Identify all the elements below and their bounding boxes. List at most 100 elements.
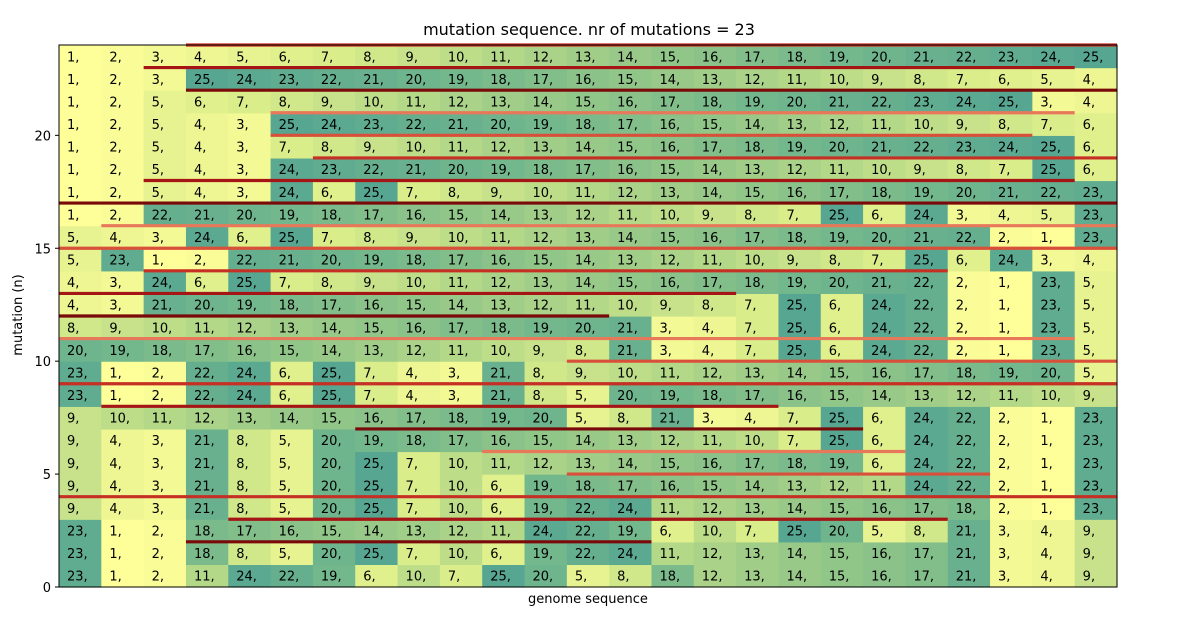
cell-value: 11, — [575, 299, 596, 314]
heatmap-cell — [482, 338, 526, 362]
heatmap-cell — [397, 203, 441, 227]
heatmap-cell — [651, 180, 695, 204]
cell-value: 20, — [194, 299, 215, 314]
cell-value: 13, — [279, 321, 300, 336]
cell-value: 11, — [871, 118, 892, 133]
cell-value: 24, — [617, 547, 638, 562]
heatmap-cell — [609, 474, 653, 498]
cell-value: 23, — [1083, 457, 1104, 472]
heatmap-cell — [397, 406, 441, 430]
cell-value: 4, — [194, 141, 206, 156]
cell-value: 6, — [871, 457, 883, 472]
cell-value: 12, — [829, 479, 850, 494]
cell-value: 13, — [744, 502, 765, 517]
heatmap-cell — [947, 203, 991, 227]
heatmap-cell — [947, 361, 991, 385]
cell-value: 15, — [659, 457, 680, 472]
cell-value: 7, — [406, 547, 418, 562]
cell-value: 21, — [956, 570, 977, 585]
heatmap-cell — [736, 67, 780, 91]
cell-value: 21, — [871, 276, 892, 291]
cell-value: 5, — [152, 118, 164, 133]
cell-value: 12, — [490, 141, 511, 156]
cell-value: 25, — [829, 434, 850, 449]
heatmap-cell — [228, 67, 272, 91]
heatmap-cell — [439, 90, 483, 114]
cell-value: 5, — [871, 525, 883, 540]
heatmap-cell — [143, 541, 187, 566]
cell-value: 11, — [448, 344, 469, 359]
cell-value: 25, — [1040, 163, 1061, 178]
cell-value: 9, — [913, 163, 925, 178]
heatmap-cell — [270, 157, 314, 182]
cell-value: 7, — [744, 344, 756, 359]
cell-value: 10, — [448, 231, 469, 246]
heatmap-cell — [863, 225, 906, 249]
cell-value: 13, — [744, 570, 765, 585]
cell-value: 20, — [1040, 366, 1061, 381]
cell-value: 23, — [67, 547, 88, 562]
heatmap-cell — [736, 474, 780, 498]
cell-value: 22, — [279, 570, 300, 585]
heatmap-cell — [59, 383, 102, 407]
heatmap-cell — [1032, 564, 1076, 588]
heatmap-cell — [1074, 361, 1118, 385]
heatmap-cell — [778, 474, 822, 498]
heatmap-cell — [185, 383, 229, 407]
cell-value: 20, — [871, 50, 892, 65]
cell-value: 24, — [913, 434, 934, 449]
cell-value: 1, — [152, 254, 164, 269]
heatmap-cell — [355, 90, 399, 114]
cell-value: 19, — [448, 73, 469, 88]
cell-value: 22, — [871, 95, 892, 110]
heatmap-cell — [228, 541, 272, 566]
heatmap-cell — [270, 225, 314, 249]
cell-value: 18, — [406, 254, 427, 269]
heatmap-cell — [905, 361, 949, 385]
cell-value: 24, — [617, 502, 638, 517]
heatmap-cell — [736, 180, 780, 204]
cell-value: 19, — [533, 502, 554, 517]
heatmap-cell — [609, 293, 653, 317]
heatmap-cell — [566, 45, 610, 69]
cell-value: 5, — [279, 547, 291, 562]
heatmap-cell — [693, 316, 737, 340]
cell-value: 22, — [913, 321, 934, 336]
cell-value: 9, — [1083, 389, 1095, 404]
cell-value: 22, — [956, 50, 977, 65]
heatmap-cell — [693, 496, 737, 520]
heatmap-cell — [228, 474, 272, 498]
cell-value: 13, — [744, 366, 765, 381]
cell-value: 21, — [956, 525, 977, 540]
heatmap-cell — [609, 90, 653, 114]
heatmap-cell — [524, 474, 568, 498]
cell-value: 12, — [659, 434, 680, 449]
cell-value: 1, — [1040, 479, 1052, 494]
cell-value: 24, — [871, 321, 892, 336]
cell-value: 8, — [617, 412, 629, 427]
cell-value: 23, — [1083, 434, 1104, 449]
heatmap-cell — [651, 564, 695, 588]
heatmap-cell — [609, 519, 653, 543]
cell-value: 12, — [533, 299, 554, 314]
cell-value: 21, — [617, 344, 638, 359]
cell-value: 25, — [829, 208, 850, 223]
heatmap-cell — [947, 135, 991, 159]
heatmap-cell — [439, 519, 483, 543]
cell-value: 16, — [659, 141, 680, 156]
cell-value: 25, — [786, 344, 807, 359]
heatmap-cell — [947, 496, 991, 520]
heatmap-cell — [143, 135, 187, 159]
cell-value: 17, — [913, 570, 934, 585]
heatmap-cell — [820, 248, 864, 272]
cell-value: 13, — [617, 434, 638, 449]
heatmap-cell — [693, 564, 737, 588]
heatmap-cell — [693, 270, 737, 295]
heatmap-cell — [439, 383, 483, 407]
cell-value: 17, — [236, 525, 257, 540]
cell-value: 3, — [998, 525, 1010, 540]
cell-value: 19, — [363, 254, 384, 269]
heatmap-cell — [566, 225, 610, 249]
heatmap-cell — [355, 428, 399, 453]
cell-value: 22, — [575, 547, 596, 562]
